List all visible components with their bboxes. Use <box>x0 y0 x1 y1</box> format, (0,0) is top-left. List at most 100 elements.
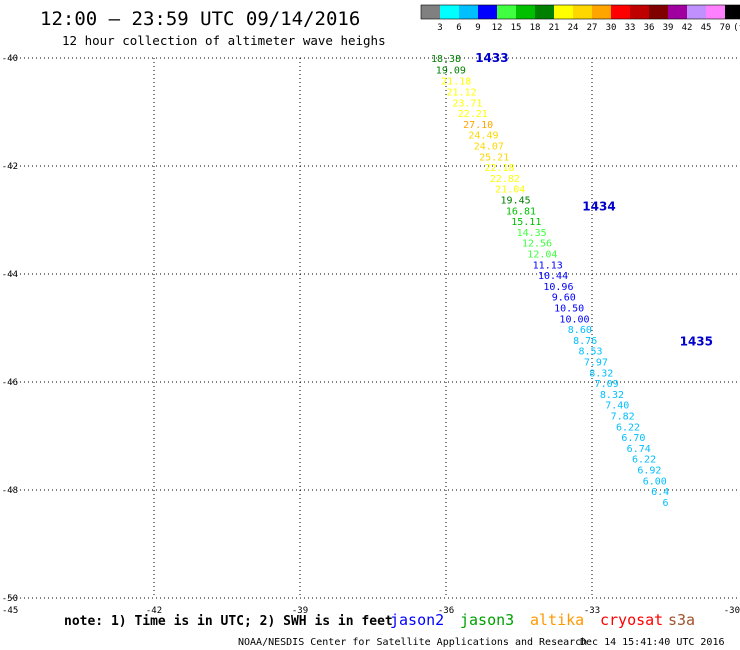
wave-height-value: 7.97 <box>584 357 608 368</box>
x-tick-label: -42 <box>146 606 162 616</box>
satellite-legend-jason3: jason3 <box>460 611 514 629</box>
wave-height-value: 25.21 <box>479 152 509 163</box>
pass-time-label: 1433 <box>475 51 508 65</box>
color-swatch <box>459 5 478 19</box>
wave-height-value: 18.38 <box>431 54 461 65</box>
colorbar-label: 39 <box>663 23 674 33</box>
wave-height-value: 11.13 <box>533 260 563 271</box>
colorbar-label: 30 <box>606 23 617 33</box>
color-swatch <box>725 5 740 19</box>
y-tick-label: -44 <box>2 270 18 280</box>
wave-height-value: 8.32 <box>600 390 624 401</box>
color-swatch <box>440 5 459 19</box>
wave-height-value: 12.56 <box>522 239 552 250</box>
wave-height-value: 19.45 <box>501 195 531 206</box>
y-tick-label: -42 <box>2 162 18 172</box>
satellite-legend-altika: altika <box>530 611 584 629</box>
wave-height-value: 6.92 <box>637 465 661 476</box>
wave-height-value: 10.96 <box>543 282 573 293</box>
wave-height-value: 22.18 <box>484 163 514 174</box>
colorbar-label: 42 <box>682 23 693 33</box>
color-swatch <box>554 5 573 19</box>
colorbar-label: 33 <box>625 23 636 33</box>
chart-subtitle: 12 hour collection of altimeter wave hei… <box>62 33 386 48</box>
wave-height-value: 10.44 <box>538 271 568 282</box>
wave-height-value: 8.76 <box>573 336 597 347</box>
wave-height-value: 6.00 <box>643 476 667 487</box>
wave-height-value: 7.82 <box>611 411 635 422</box>
y-tick-label: -40 <box>2 54 18 64</box>
wave-height-value: 15.11 <box>511 217 541 228</box>
x-tick-label: -33 <box>584 606 600 616</box>
wave-height-value: 27.10 <box>463 120 493 131</box>
pass-time-labels: 1433 1434 1435 <box>475 51 713 349</box>
wave-height-value: 6 <box>662 498 668 509</box>
wave-height-value: 12.04 <box>527 249 557 260</box>
y-tick-label: -46 <box>2 378 18 388</box>
footer-note: note: 1) Time is in UTC; 2) SWH is in fe… <box>64 614 393 629</box>
color-swatch <box>687 5 706 19</box>
satellite-legend-cryosat: cryosat <box>600 611 663 629</box>
wave-height-value: 23.71 <box>452 98 482 109</box>
colorbar-label: 3 <box>437 23 442 33</box>
colorbar-frame <box>420 4 740 20</box>
chart-title: 12:00 – 23:59 UTC 09/14/2016 <box>40 8 360 30</box>
footer-timestamp: Dec 14 15:41:40 UTC 2016 <box>580 637 725 648</box>
wave-height-value: 21.04 <box>495 185 525 196</box>
color-swatch <box>630 5 649 19</box>
color-swatch <box>478 5 497 19</box>
wave-height-value: 8.53 <box>578 347 602 358</box>
colorbar-label: 9 <box>475 23 480 33</box>
color-swatch <box>668 5 687 19</box>
satellite-legend-jason2: jason2 <box>390 611 444 629</box>
wave-height-value: 10.50 <box>554 303 584 314</box>
colorbar-label: 45 <box>701 23 712 33</box>
axis-tick-labels: -45 -42 -39 -36 -33 -30 -40 -42 -44 -46 -48 -50 <box>2 54 740 616</box>
color-swatch <box>649 5 668 19</box>
color-swatch <box>535 5 554 19</box>
wave-height-value: 7.40 <box>605 401 629 412</box>
color-swatch <box>421 5 440 19</box>
footer-credit: NOAA/NESDIS Center for Satellite Applica… <box>238 637 587 648</box>
wave-height-value: 8.32 <box>589 368 613 379</box>
wave-height-value: 6.70 <box>621 433 645 444</box>
colorbar-label: 6 <box>456 23 461 33</box>
wave-height-value: 24.07 <box>474 141 504 152</box>
wave-height-value: 7.09 <box>595 379 619 390</box>
colorbar-label: 27 <box>587 23 598 33</box>
colorbar-label: 36 <box>644 23 655 33</box>
colorbar-label: 15 <box>511 23 522 33</box>
satellite-legend-s3a: s3a <box>668 611 695 629</box>
colorbar-label: 70 <box>720 23 731 33</box>
colorbar-label: 12 <box>492 23 503 33</box>
wave-height-points: 18.3819.0921.1821.1223.7122.2127.1024.49… <box>431 54 669 509</box>
colorbar-label: 21 <box>549 23 560 33</box>
colorbar-label: 24 <box>568 23 579 33</box>
wave-height-value: 14.35 <box>517 228 547 239</box>
wave-height-value: 19.09 <box>436 65 466 76</box>
y-tick-label: -48 <box>2 486 18 496</box>
wave-height-value: 9.60 <box>552 293 576 304</box>
color-swatch <box>516 5 535 19</box>
wave-height-value: 22.21 <box>458 109 488 120</box>
satellite-legend: jason2 jason3 altika cryosat s3a <box>390 611 695 629</box>
wave-height-value: 21.12 <box>447 87 477 98</box>
wave-height-value: 6.22 <box>616 422 640 433</box>
x-tick-label: -45 <box>2 606 18 616</box>
plot-grid <box>8 57 738 599</box>
color-swatch <box>497 5 516 19</box>
wave-height-value: 6.22 <box>632 455 656 466</box>
color-swatch <box>706 5 725 19</box>
pass-time-label: 1434 <box>582 200 615 214</box>
colorbar-label: 18 <box>530 23 541 33</box>
x-tick-label: -39 <box>292 606 308 616</box>
wave-height-value: 6.4 <box>651 487 669 498</box>
wave-height-value: 6.74 <box>627 444 651 455</box>
color-swatch <box>611 5 630 19</box>
colorbar-label: (ft) <box>733 23 740 33</box>
color-swatch <box>573 5 592 19</box>
wave-height-value: 24.49 <box>468 131 498 142</box>
y-tick-label: -50 <box>2 594 18 604</box>
